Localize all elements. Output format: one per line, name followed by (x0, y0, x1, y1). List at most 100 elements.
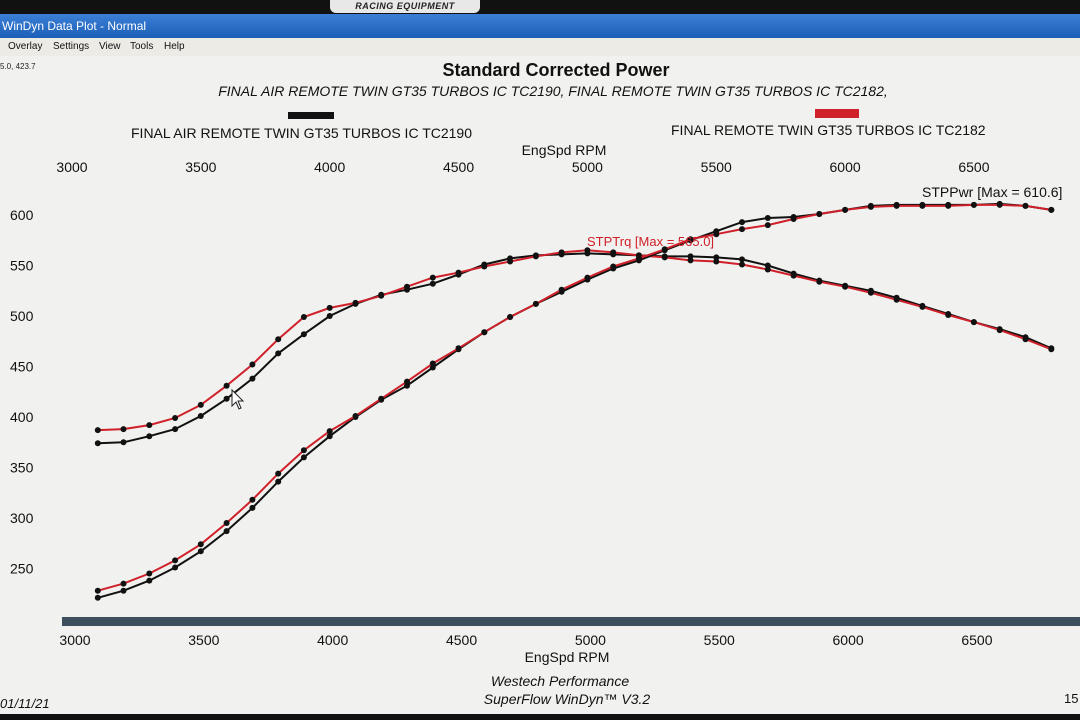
title-bar[interactable]: WinDyn Data Plot - Normal (0, 14, 1080, 38)
data-point (970, 201, 977, 208)
data-point (223, 382, 230, 389)
data-point (687, 257, 694, 264)
data-point (687, 236, 694, 243)
data-point (378, 292, 385, 299)
x-axis-label-bottom: EngSpd RPM (525, 649, 610, 665)
x-tick-bottom-6000: 6000 (833, 632, 864, 648)
data-point (172, 564, 179, 571)
y-tick-600: 600 (10, 207, 34, 223)
data-point (532, 253, 539, 260)
data-point (197, 401, 204, 408)
legend-swatch-run1 (288, 112, 334, 119)
data-point (223, 520, 230, 526)
data-point (300, 331, 307, 338)
x-tick-bottom-5000: 5000 (575, 632, 606, 648)
data-point (996, 327, 1003, 334)
y-tick-300: 300 (10, 510, 34, 526)
menu-help[interactable]: Help (164, 41, 185, 52)
data-point (893, 202, 900, 209)
x-axis-top: 3000 3500 4000 4500 5000 5500 6000 6500 (56, 159, 989, 175)
series-layer (94, 200, 1055, 601)
data-point (713, 254, 720, 261)
data-point (120, 426, 127, 433)
x-tick-top-6000: 6000 (830, 159, 861, 175)
data-point (146, 577, 153, 584)
data-point (739, 256, 745, 263)
data-point (610, 263, 617, 270)
x-tick-bottom-3000: 3000 (59, 632, 90, 648)
data-point (275, 336, 282, 343)
data-point (172, 557, 179, 564)
footer-date: 01/11/21 (0, 696, 50, 711)
data-point (532, 300, 539, 307)
data-point (1022, 202, 1029, 209)
brand-logo: RACING EQUIPMENT (330, 0, 480, 13)
data-point (172, 415, 179, 421)
menu-overlay[interactable]: Overlay (8, 41, 43, 52)
data-point (249, 375, 256, 382)
data-point (945, 202, 952, 209)
series-stppwr-run2 (94, 201, 1055, 594)
data-point (120, 580, 127, 587)
data-point (275, 478, 282, 485)
data-point (919, 202, 926, 209)
menu-view[interactable]: View (99, 41, 121, 52)
data-point (635, 255, 642, 262)
chart-subtitle: FINAL AIR REMOTE TWIN GT35 TURBOS IC TC2… (218, 83, 888, 99)
data-point (94, 440, 101, 447)
data-point (1048, 206, 1055, 213)
menu-bar: Overlay Settings View Tools Help (0, 38, 1080, 56)
data-point (739, 261, 745, 268)
data-point (790, 216, 797, 222)
data-point (429, 274, 436, 281)
data-point (326, 313, 333, 319)
legend-label-run1: FINAL AIR REMOTE TWIN GT35 TURBOS IC TC2… (131, 125, 472, 141)
data-point (661, 246, 668, 253)
x-tick-bottom-5500: 5500 (704, 632, 735, 648)
y-tick-550: 550 (10, 258, 34, 274)
y-axis: 250 300 350 400 450 500 550 600 (10, 207, 34, 577)
legend-label-run2: FINAL REMOTE TWIN GT35 TURBOS IC TC2182 (671, 122, 986, 138)
window-title: WinDyn Data Plot - Normal (2, 19, 147, 33)
data-point (146, 570, 153, 577)
data-point (816, 278, 823, 285)
torque-max-annotation: STPTrq [Max = 565.0] (587, 234, 714, 249)
data-point (1048, 346, 1055, 353)
horizontal-scrollbar[interactable] (62, 617, 1080, 626)
y-tick-250: 250 (10, 561, 34, 577)
data-point (996, 201, 1003, 208)
data-point (429, 280, 436, 287)
data-point (172, 426, 179, 433)
data-point (558, 286, 565, 293)
mouse-cursor-icon (231, 388, 245, 410)
data-point (300, 447, 307, 454)
data-point (661, 254, 668, 261)
data-point (223, 528, 230, 535)
data-point (739, 226, 745, 233)
x-tick-bottom-4000: 4000 (317, 632, 348, 648)
y-tick-450: 450 (10, 359, 34, 375)
series-line (97, 249, 1052, 432)
menu-tools[interactable]: Tools (130, 41, 154, 52)
x-tick-bottom-6500: 6500 (961, 632, 992, 648)
y-tick-400: 400 (10, 409, 34, 425)
data-point (970, 319, 977, 326)
data-point (223, 395, 230, 402)
data-point (120, 439, 127, 446)
data-point (326, 428, 333, 435)
x-tick-top-4500: 4500 (443, 159, 474, 175)
menu-settings[interactable]: Settings (53, 41, 90, 52)
data-point (326, 433, 333, 440)
series-stptrq-run2 (94, 247, 1055, 434)
x-tick-top-4000: 4000 (314, 159, 345, 175)
series-line (97, 252, 1052, 445)
data-point (713, 258, 720, 265)
data-point (507, 314, 514, 320)
data-point (610, 249, 617, 256)
data-point (945, 312, 952, 318)
x-axis-bottom: 3000 3500 4000 4500 5000 5500 6000 6500 (59, 632, 992, 648)
data-point (481, 263, 488, 270)
data-point (300, 314, 307, 320)
x-tick-top-3500: 3500 (185, 159, 216, 175)
data-point (352, 413, 359, 419)
